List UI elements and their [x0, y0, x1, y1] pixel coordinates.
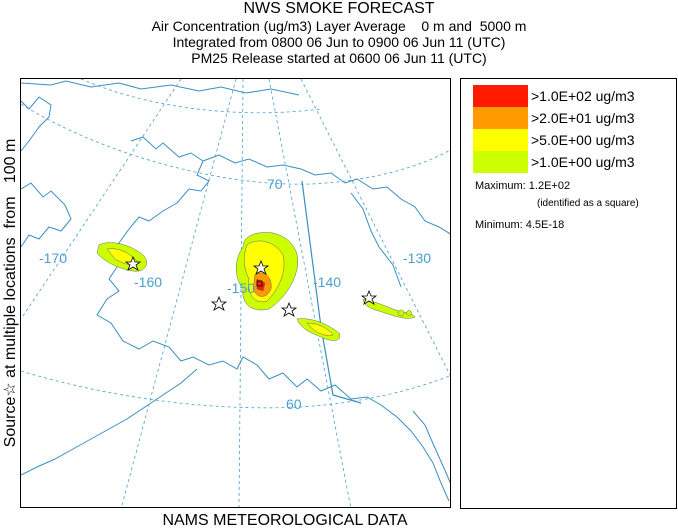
lon-label-130: -130: [403, 250, 431, 266]
lon-label-140: -140: [313, 274, 341, 290]
graticule: [21, 79, 450, 507]
side-label-box: Source☆ at multiple locations from 100 m: [0, 78, 20, 508]
coast-chukotka: [21, 182, 72, 248]
coast-yukon-river: [350, 192, 402, 288]
legend-swatch-1: [473, 85, 528, 107]
coast-alaska-west: [96, 136, 224, 366]
maximum-square: [256, 280, 263, 287]
side-label: Source☆ at multiple locations from 100 m: [2, 138, 19, 448]
legend-entry-4: >1.0E+00 ug/m3: [473, 151, 673, 173]
source-star-west: [124, 255, 142, 271]
legend-panel: >1.0E+02 ug/m3 >2.0E+01 ug/m3 >5.0E+00 u…: [460, 78, 677, 509]
lon-170-line: [21, 79, 182, 320]
source-markers: [124, 255, 378, 317]
canada-border: [301, 180, 362, 404]
coast-north-slope: [202, 154, 450, 235]
legend-swatch-3: [473, 129, 528, 151]
coast-gulf: [222, 356, 450, 502]
lat-60-line: [21, 370, 450, 409]
legend-entry-2: >2.0E+01 ug/m3: [473, 107, 673, 129]
legend-label-1: >1.0E+02 ug/m3: [531, 88, 635, 104]
legend-label-4: >1.0E+00 ug/m3: [531, 154, 635, 170]
header: NWS SMOKE FORECAST Air Concentration (ug…: [0, 0, 678, 66]
legend-maximum: Maximum: 1.2E+02: [475, 180, 571, 192]
lat-70-line: [21, 103, 450, 185]
legend-label-2: >2.0E+01 ug/m3: [531, 110, 635, 126]
plume-east-dot-2: [406, 310, 412, 316]
legend-swatch-4: [473, 151, 528, 173]
footer-label: NAMS METEOROLOGICAL DATA: [162, 512, 408, 529]
source-star-center: [252, 259, 270, 275]
legend-swatch-2: [473, 107, 528, 129]
coast-siberia: [21, 96, 52, 152]
legend-entry-1: >1.0E+02 ug/m3: [473, 85, 673, 107]
lon-160-line: [121, 79, 237, 507]
coast-panhandle: [412, 410, 450, 484]
map-svg: 70 60 -170 -160 -150 -140 -130: [21, 79, 450, 507]
lon-label-160: -160: [134, 274, 162, 290]
legend-maximum-note: (identified as a square): [537, 198, 639, 209]
graticule-labels: 70 60 -170 -160 -150 -140 -130: [39, 176, 431, 412]
legend-entry-3: >5.0E+00 ug/m3: [473, 129, 673, 151]
lat-label-70: 70: [267, 176, 283, 192]
plume-west-inner: [106, 248, 138, 265]
lat-label-60: 60: [286, 396, 302, 412]
legend-minimum: Minimum: 4.5E-18: [475, 219, 565, 231]
coastline: [21, 80, 450, 502]
source-star-south: [280, 301, 298, 317]
lon-130-line: [300, 79, 450, 376]
map-panel: 70 60 -170 -160 -150 -140 -130: [20, 78, 451, 508]
lon-label-170: -170: [39, 250, 67, 266]
chart-title: NWS SMOKE FORECAST: [243, 0, 435, 17]
plume-south-inner: [306, 322, 334, 336]
source-star-east: [360, 289, 378, 305]
lat-80-line: [80, 79, 322, 114]
subtitle-integration: Integrated from 0800 06 Jun to 0900 06 J…: [172, 34, 506, 50]
subtitle-release: PM25 Release started at 0600 06 Jun 11 (…: [191, 50, 487, 66]
subtitle-concentration: Air Concentration (ug/m3) Layer Average …: [151, 18, 527, 34]
source-star-sw: [210, 295, 228, 311]
coast-arctic-north: [21, 80, 300, 96]
plume-east-dot-1: [397, 309, 405, 317]
lon-label-150: -150: [227, 280, 255, 296]
coast-aleutian: [21, 368, 198, 476]
legend-label-3: >5.0E+00 ug/m3: [531, 132, 635, 148]
lon-140-line: [268, 79, 352, 507]
